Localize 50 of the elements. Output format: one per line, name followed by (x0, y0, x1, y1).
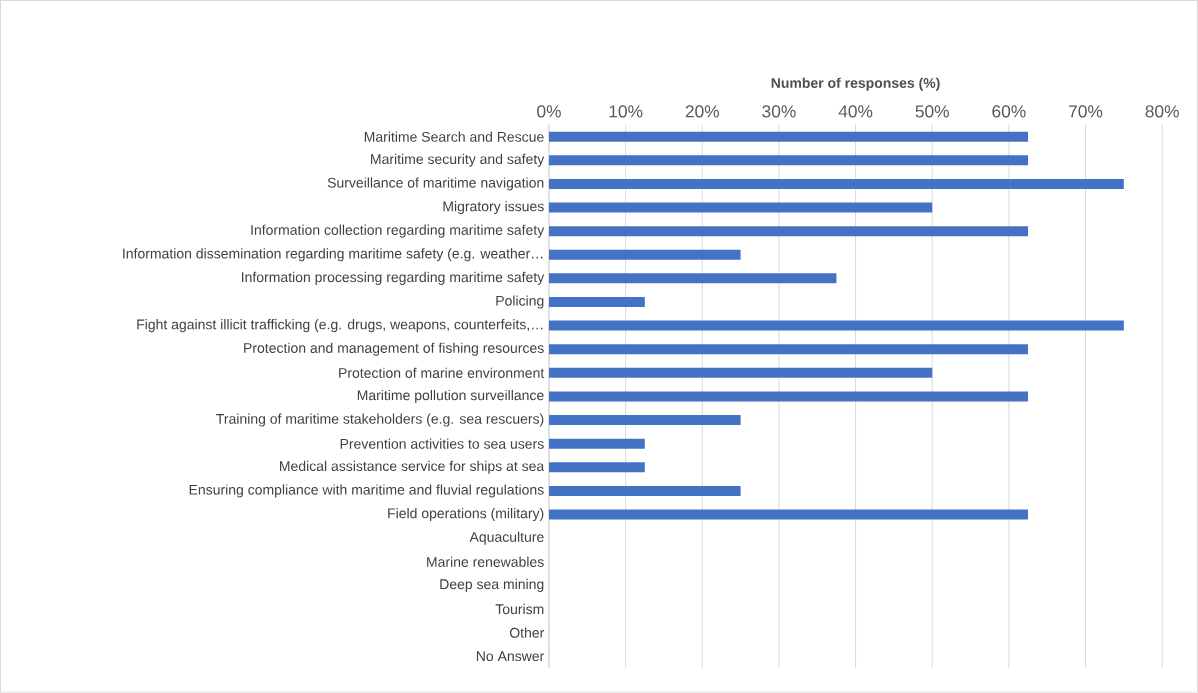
y-tick-label: Other (509, 627, 545, 638)
bar (548, 367, 933, 378)
x-tick-label: 80% (1145, 105, 1179, 118)
bar (548, 249, 741, 260)
bar (548, 273, 837, 284)
bar (548, 320, 1124, 331)
y-tick-label: Maritime security and safety (371, 153, 545, 167)
y-tick-label: Medical assistance service for ships at sea (280, 460, 545, 474)
x-tick-label: 10% (609, 105, 643, 118)
y-tick-label: Tourism (495, 603, 544, 615)
bar (548, 344, 1029, 355)
y-tick-label: Maritime Search and Rescue (364, 131, 544, 142)
bar (548, 462, 645, 473)
y-tick-label: Maritime pollution surveillance (357, 389, 544, 404)
bar (548, 155, 1029, 166)
y-tick-label: Migratory issues (443, 201, 544, 215)
bar (548, 438, 645, 449)
y-tick-label: Surveillance of maritime navigation (327, 177, 544, 191)
bar (548, 226, 1029, 237)
y-tick-label: Information collection regarding maritime safety (251, 224, 545, 238)
x-tick-label: 70% (1069, 105, 1103, 118)
y-tick-label: No Answer (476, 651, 545, 662)
x-tick-label: 50% (915, 105, 949, 118)
y-tick-label: Information dissemination regarding maritime safety (e.g. weather… (123, 248, 543, 262)
y-tick-label: Protection of marine environment (339, 367, 545, 379)
bar (548, 297, 645, 308)
y-tick-label: Fight against illicit trafficking (e.g. drugs, weapons, counterfeits,… (137, 319, 543, 333)
x-tick-label: 40% (838, 105, 873, 118)
y-tick-label: Ensuring compliance with maritime and fluvial regulations (189, 484, 544, 498)
bar (548, 202, 933, 213)
x-tick-label: 0% (537, 105, 561, 118)
bar (548, 485, 741, 496)
x-tick-label: 30% (762, 105, 796, 118)
y-tick-label: Marine renewables (427, 556, 544, 567)
bar (548, 509, 1029, 520)
bar (548, 415, 741, 426)
bar (548, 131, 1029, 142)
x-axis-title: Number of responses (%) (771, 77, 940, 91)
bar (548, 178, 1124, 189)
y-tick-label: Policing (496, 295, 544, 309)
y-tick-label: Information processing regarding maritime safety (242, 271, 545, 285)
y-tick-label: Training of maritime stakeholders (e.g. sea rescuers) (216, 413, 544, 427)
y-tick-label: Protection and management of fishing resources (244, 342, 544, 356)
y-tick-label: Prevention activities to sea users (340, 438, 544, 449)
x-tick-label: 60% (992, 105, 1026, 118)
y-tick-label: Aquaculture (469, 531, 544, 545)
bar (548, 391, 1029, 402)
x-tick-label: 20% (685, 105, 720, 118)
y-tick-label: Deep sea mining (440, 578, 544, 592)
y-tick-label: Field operations (military) (388, 508, 544, 522)
